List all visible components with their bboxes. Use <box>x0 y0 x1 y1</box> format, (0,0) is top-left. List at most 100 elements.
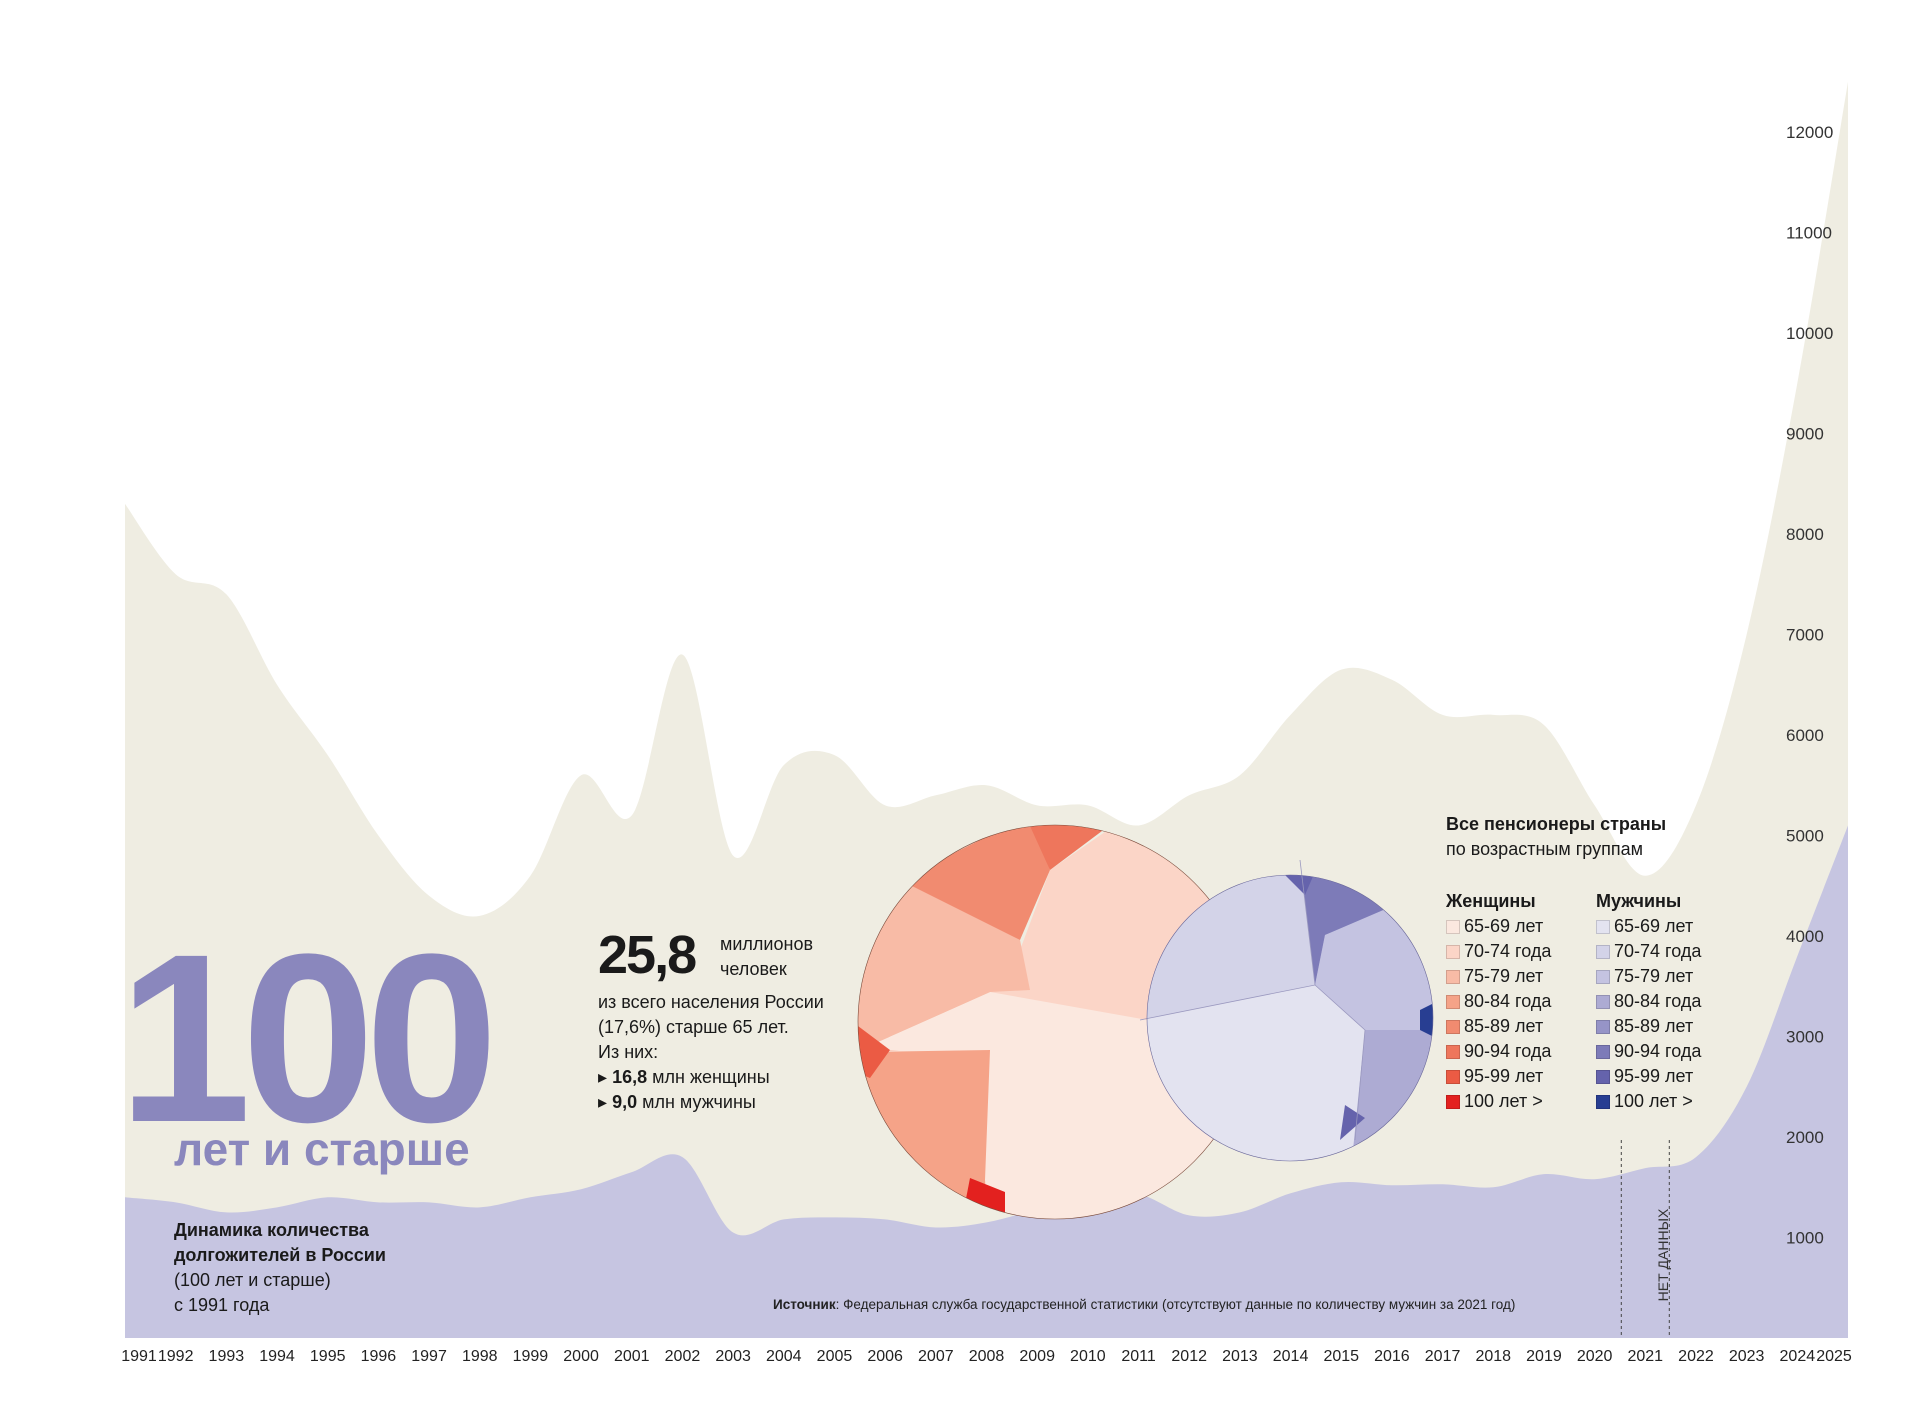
legend-item: 75-79 лет <box>1596 964 1701 989</box>
x-tick-label: 1997 <box>411 1348 447 1365</box>
y-tick-label: 10000 <box>1786 324 1833 343</box>
x-tick-label: 2003 <box>715 1348 751 1365</box>
stat-unit-line-2: человек <box>720 959 787 979</box>
x-tick-label: 1991 <box>121 1348 157 1365</box>
legend-item: 95-99 лет <box>1596 1064 1701 1089</box>
legend-label: 85-89 лет <box>1464 1016 1544 1036</box>
chart-description: Динамика количества долгожителей в Росси… <box>174 1218 386 1318</box>
y-tick-label: 6000 <box>1786 726 1824 745</box>
men-cell-95-99 <box>1340 1105 1365 1140</box>
stat-men: ▸ 9,0 млн мужчины <box>598 1090 868 1115</box>
x-tick-label: 2010 <box>1070 1348 1106 1365</box>
legend-label: 80-84 года <box>1464 991 1552 1011</box>
x-tick-label: 1995 <box>310 1348 346 1365</box>
x-tick-label: 2004 <box>766 1348 802 1365</box>
x-tick-label: 2011 <box>1121 1348 1156 1365</box>
y-tick-label: 8000 <box>1786 525 1824 544</box>
x-tick-label: 2015 <box>1323 1348 1359 1365</box>
x-tick-label: 2009 <box>1019 1348 1055 1365</box>
legend-label: 65-69 лет <box>1614 916 1694 936</box>
legend-item: 95-99 лет <box>1446 1064 1551 1089</box>
legend-label: 95-99 лет <box>1464 1066 1544 1086</box>
legend-item: 65-69 лет <box>1446 914 1551 939</box>
legend-group-title: Женщины <box>1446 891 1536 911</box>
legend-item: 70-74 года <box>1596 939 1701 964</box>
legend-swatch <box>1446 944 1460 959</box>
headline-number: 100 <box>118 904 498 1172</box>
legend-item: 75-79 лет <box>1446 964 1551 989</box>
legend-item: 70-74 года <box>1446 939 1551 964</box>
source-label: Источник <box>773 1297 836 1312</box>
legend-swatch <box>1446 1019 1460 1034</box>
legend-item: 80-84 года <box>1596 989 1701 1014</box>
desc-bold-line-2: долгожителей в России <box>174 1245 386 1265</box>
source-text: : Федеральная служба государственной ста… <box>835 1297 1516 1312</box>
y-tick-label: 5000 <box>1786 827 1824 846</box>
y-tick-label: 3000 <box>1786 1028 1824 1047</box>
legend-item: 100 лет > <box>1596 1089 1701 1114</box>
stat-lines: из всего населения России (17,6%) старше… <box>598 990 868 1115</box>
legend-label: 70-74 года <box>1614 941 1702 961</box>
legend-group-title: Мужчины <box>1596 891 1682 911</box>
x-tick-label: 2018 <box>1475 1348 1511 1365</box>
legend-item: 100 лет > <box>1446 1089 1551 1114</box>
x-tick-label: 2013 <box>1222 1348 1258 1365</box>
legend-swatch <box>1596 1019 1610 1034</box>
no-data-markers <box>1620 1140 1670 1338</box>
legend-swatch <box>1446 1094 1460 1109</box>
stat-women-number: 16,8 <box>612 1067 648 1087</box>
x-tick-label: 2001 <box>614 1348 650 1365</box>
y-tick-label: 2000 <box>1786 1128 1824 1147</box>
x-tick-label: 2021 <box>1627 1348 1663 1365</box>
legend-item: 65-69 лет <box>1596 914 1701 939</box>
legend-label: 65-69 лет <box>1464 916 1544 936</box>
women-cell-85-89 <box>900 825 1050 940</box>
y-tick-label: 7000 <box>1786 626 1824 645</box>
legend-swatch <box>1596 919 1610 934</box>
y-tick-label: 9000 <box>1786 425 1824 444</box>
legend-item: 85-89 лет <box>1446 1014 1551 1039</box>
y-tick-label: 1000 <box>1786 1229 1824 1248</box>
legend-item: 80-84 года <box>1446 989 1551 1014</box>
desc-line-4: с 1991 года <box>174 1295 270 1315</box>
source-note: Источник: Федеральная служба государстве… <box>773 1297 1515 1312</box>
legend-label: 75-79 лет <box>1464 966 1544 986</box>
x-tick-label: 2022 <box>1678 1348 1714 1365</box>
stat-women-text: млн женщины <box>652 1067 770 1087</box>
y-tick-label: 4000 <box>1786 927 1824 946</box>
legend-swatch <box>1596 1069 1610 1084</box>
inset-title: Все пенсионеры страны по возрастным груп… <box>1446 812 1666 862</box>
legend-swatch <box>1446 994 1460 1009</box>
x-tick-label: 1998 <box>462 1348 498 1365</box>
legend-swatch <box>1446 1044 1460 1059</box>
legend-label: 100 лет > <box>1614 1091 1693 1111</box>
x-tick-label: 1996 <box>361 1348 397 1365</box>
stat-total-number: 25,8 <box>598 925 697 985</box>
x-axis-ticks: 1991 1992 1993 1994 1995 1996 1997 1998 1999 2000… <box>121 1348 1852 1365</box>
stat-women: ▸ 16,8 млн женщины <box>598 1065 868 1090</box>
legend-swatch <box>1596 1044 1610 1059</box>
x-tick-label: 2006 <box>867 1348 903 1365</box>
legend-label: 100 лет > <box>1464 1091 1543 1111</box>
stat-men-number: 9,0 <box>612 1092 638 1112</box>
legend-swatch <box>1446 919 1460 934</box>
x-tick-label: 2007 <box>918 1348 954 1365</box>
y-axis-ticks: 1000 2000 3000 4000 5000 6000 7000 8000 9000 1000… <box>1786 123 1833 1248</box>
headline-subtitle: лет и старше <box>174 1123 470 1175</box>
x-tick-label: 2020 <box>1577 1348 1613 1365</box>
legend-label: 75-79 лет <box>1614 966 1694 986</box>
bullet-icon: ▸ <box>598 1092 608 1112</box>
x-tick-label: 1999 <box>513 1348 549 1365</box>
stat-men-text: млн мужчины <box>642 1092 756 1112</box>
x-tick-label: 1993 <box>209 1348 245 1365</box>
x-tick-label: 2012 <box>1171 1348 1207 1365</box>
area-centenarians-series <box>125 825 1848 1338</box>
legend-swatch <box>1446 969 1460 984</box>
x-tick-label: 2000 <box>563 1348 599 1365</box>
y-tick-label: 11000 <box>1786 224 1832 243</box>
no-data-label: НЕТ ДАННЫХ <box>1655 1208 1671 1302</box>
x-tick-label: 2019 <box>1526 1348 1562 1365</box>
y-tick-label: 12000 <box>1786 123 1833 142</box>
men-cell-100 <box>1420 1000 1433 1040</box>
